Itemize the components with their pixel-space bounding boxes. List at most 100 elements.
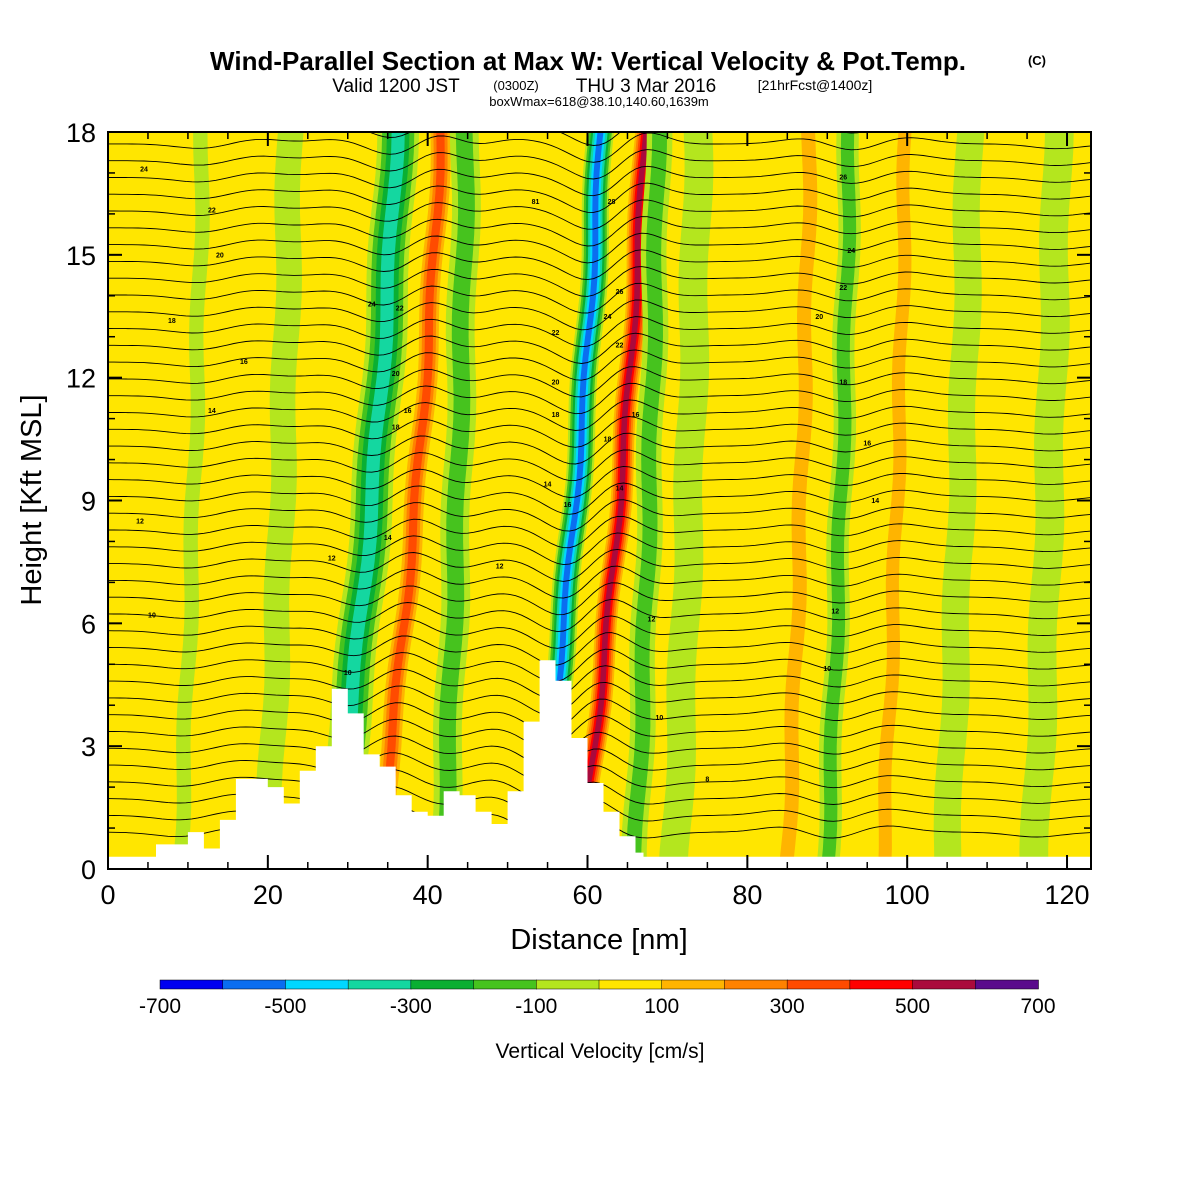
colorbar-swatch xyxy=(473,979,538,990)
isentrope-line xyxy=(108,582,1091,616)
y-tick-label: 18 xyxy=(66,118,96,148)
isentrope-line xyxy=(108,232,1091,264)
plot-area: 24 22 20 18 16 14 12 10 24 22 20 18 16 14 12 10 12 81 22 20… xyxy=(107,131,1092,870)
contour-label: 18 xyxy=(168,318,176,325)
contour-label: 12 xyxy=(648,617,656,624)
isentrope-line xyxy=(108,632,1091,666)
contour-label: 16 xyxy=(404,408,412,415)
isentrope-line xyxy=(108,515,1091,549)
contour-label-text: 22 xyxy=(552,330,560,337)
w-band-5-level-3 xyxy=(369,132,445,869)
w-band-2-level-0 xyxy=(255,132,304,869)
x-tick-label: 60 xyxy=(572,880,602,910)
contour-label-text: 14 xyxy=(544,482,552,489)
x-tick-label: 40 xyxy=(413,880,443,910)
contour-label-text: 22 xyxy=(839,285,847,292)
contour-label-text: 22 xyxy=(616,342,624,349)
contour-label: 20 xyxy=(552,379,560,386)
isentrope-line xyxy=(108,482,1091,515)
contour-label-text: 10 xyxy=(148,613,156,620)
contour-label-text: 10 xyxy=(823,666,831,673)
contour-label-text: 18 xyxy=(168,318,176,325)
contour-label: 16 xyxy=(863,441,871,448)
contour-label-text: 24 xyxy=(604,314,612,321)
contour-label-text: 16 xyxy=(404,408,412,415)
utc-time-label: (0300Z) xyxy=(493,78,539,93)
valid-time-label: Valid 1200 JST xyxy=(332,76,460,97)
contour-label: 16 xyxy=(240,359,248,366)
contour-label-text: 16 xyxy=(564,502,572,509)
colorbar-tick-label: -100 xyxy=(515,995,557,1018)
isentrope-line xyxy=(108,266,1091,297)
w-band-7-level-0 xyxy=(471,132,535,869)
contour-label: 12 xyxy=(496,564,504,571)
contour-label: 22 xyxy=(839,285,847,292)
contour-label-text: 16 xyxy=(632,412,640,419)
isentrope-line xyxy=(108,299,1091,331)
contour-label: 20 xyxy=(392,371,400,378)
isentrope-line xyxy=(108,615,1091,649)
contour-label-text: 20 xyxy=(552,379,560,386)
contour-label: 14 xyxy=(616,486,624,493)
isentrope-line xyxy=(108,432,1091,465)
y-tick-label: 6 xyxy=(81,609,96,639)
contour-label-text: 24 xyxy=(368,301,376,308)
contour-label: 18 xyxy=(552,412,560,419)
colorbar-swatch xyxy=(598,979,663,990)
contour-label-text: 12 xyxy=(328,555,336,562)
isentrope-line xyxy=(108,565,1091,599)
contour-label: 22 xyxy=(616,342,624,349)
contour-label: 81 xyxy=(532,199,540,206)
contour-label: 14 xyxy=(384,535,392,542)
colorbar-swatch xyxy=(536,979,600,990)
colorbar-tick-label: 300 xyxy=(770,995,805,1018)
y-tick-label: 9 xyxy=(81,487,96,517)
w-band-1-level-0 xyxy=(226,132,269,869)
colorbar xyxy=(159,979,1039,990)
w-band-14-level-1 xyxy=(878,132,912,869)
contour-label-text: 18 xyxy=(604,437,612,444)
isentrope-line xyxy=(108,465,1091,498)
colorbar-swatch xyxy=(724,979,788,990)
colorbar-label: Vertical Velocity [cm/s] xyxy=(496,1040,705,1063)
contour-label-text: 26 xyxy=(839,175,847,182)
colorbar-tick-label: -300 xyxy=(390,995,432,1018)
contour-label: 14 xyxy=(544,482,552,489)
colorbar-swatch xyxy=(661,979,726,990)
colorbar-tick-label: 100 xyxy=(644,995,679,1018)
contour-label: 22 xyxy=(396,306,404,313)
box-max-info: boxWmax=618@38.10,140.60,1639m xyxy=(489,94,709,109)
terrain-profile xyxy=(108,660,1091,869)
contour-label-text: 18 xyxy=(552,412,560,419)
colorbar-swatch xyxy=(912,979,977,990)
contour-labels: 24 22 20 18 16 14 12 10 24 22 20 18 16 14 12 10 12 81 22 20… xyxy=(136,166,879,783)
contour-label-text: 14 xyxy=(616,486,624,493)
isentrope-line xyxy=(108,499,1091,532)
colorbar-swatch xyxy=(285,979,349,990)
x-tick-label: 80 xyxy=(732,880,762,910)
contour-label: 12 xyxy=(136,518,144,525)
colorbar-swatch xyxy=(410,979,475,990)
contour-label: 8 xyxy=(705,776,709,783)
contour-label-text: 12 xyxy=(648,617,656,624)
isentrope-line xyxy=(108,249,1091,281)
isentrope-line xyxy=(108,332,1091,364)
colorbar-swatch xyxy=(849,979,914,990)
x-axis-label: Distance [nm] xyxy=(510,924,687,956)
valid-date-label: THU 3 Mar 2016 xyxy=(576,76,716,97)
isentrope-line xyxy=(108,165,1091,197)
isentrope-line xyxy=(196,132,1068,146)
isentrope-line xyxy=(108,598,1091,633)
colorbar-swatch xyxy=(347,979,412,990)
contour-label: 16 xyxy=(564,502,572,509)
contour-label: 10 xyxy=(148,613,156,620)
w-band-15-level-0 xyxy=(933,132,985,869)
isentrope-line xyxy=(108,216,1091,247)
isentrope-line xyxy=(108,366,1091,398)
contour-label-text: 22 xyxy=(396,306,404,313)
contour-label: 18 xyxy=(604,437,612,444)
contour-label: 22 xyxy=(552,330,560,337)
contour-label: 18 xyxy=(839,379,847,386)
contour-label-text: 16 xyxy=(240,359,248,366)
x-tick-label: 20 xyxy=(253,880,283,910)
